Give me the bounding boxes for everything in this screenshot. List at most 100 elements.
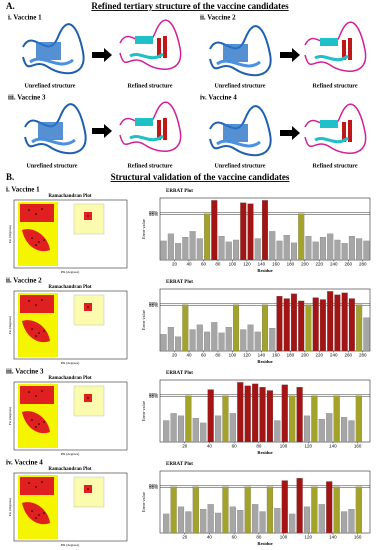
x-tick-label: 140	[329, 535, 337, 540]
bar	[326, 481, 333, 534]
x-axis-label: Residue	[257, 541, 272, 546]
x-tick-label: 40	[186, 353, 192, 358]
y-axis-label: Error value	[141, 492, 146, 512]
bar	[185, 511, 192, 534]
caption: Refined structure	[312, 83, 357, 89]
bar	[348, 509, 355, 534]
y-axis-label: Error value	[141, 310, 146, 330]
x-tick-label: 120	[243, 262, 251, 267]
bar	[303, 506, 311, 534]
ramachandran-plot	[13, 290, 128, 360]
x-tick-label: 40	[207, 444, 213, 449]
vaccine-label: iii. Vaccine 3	[8, 94, 46, 102]
bar	[192, 486, 199, 534]
x-tick-label: 180	[287, 353, 295, 358]
bar	[289, 395, 296, 443]
protein-image	[118, 18, 183, 71]
x-tick-label: 240	[330, 262, 338, 267]
bar	[189, 231, 196, 261]
arrow	[92, 48, 112, 62]
bar	[233, 239, 240, 261]
bar	[276, 240, 283, 261]
x-tick-label: 220	[316, 262, 324, 267]
bar	[237, 510, 244, 534]
x-tick-label: 20	[172, 353, 178, 358]
bar	[334, 239, 341, 261]
ramachandran-plot	[13, 472, 128, 542]
x-tick-label: 260	[345, 262, 353, 267]
caption: Refined structure	[312, 163, 357, 169]
bar	[229, 506, 236, 534]
bar	[327, 291, 334, 352]
bar	[244, 486, 251, 534]
bar	[333, 486, 340, 534]
caption: Unrefined structure	[25, 83, 76, 89]
x-tick-label: 140	[258, 353, 266, 358]
bar	[207, 389, 214, 443]
bar	[254, 238, 261, 261]
bar	[319, 299, 326, 352]
x-tick-label: 180	[287, 262, 295, 267]
bar	[348, 420, 355, 443]
vaccine-label: ii. Vaccine 2	[200, 14, 236, 22]
bar	[160, 240, 167, 261]
bar	[319, 237, 326, 261]
bar	[311, 486, 318, 534]
panel-title: Structural validation of the vaccine can…	[111, 172, 290, 182]
x-tick-label: 280	[359, 262, 367, 267]
bar	[185, 395, 192, 443]
row-label: i. Vaccine 1	[6, 186, 40, 194]
bar	[296, 478, 303, 534]
x-tick-label: 120	[243, 353, 251, 358]
bar	[327, 233, 334, 261]
bar	[340, 511, 348, 534]
bar	[175, 336, 182, 352]
bar	[283, 298, 290, 352]
protein-image	[208, 104, 273, 157]
bar	[167, 233, 174, 261]
bar	[225, 327, 232, 352]
bar	[269, 328, 276, 352]
x-tick-label: 20	[182, 535, 188, 540]
bar	[207, 504, 214, 534]
axis-label: Phi (degrees)	[61, 543, 80, 547]
x-tick-label: 80	[215, 353, 221, 358]
bar	[274, 420, 281, 443]
bar	[167, 327, 174, 352]
x-tick-label: 120	[304, 535, 312, 540]
bar	[262, 304, 268, 352]
bar	[298, 300, 305, 352]
x-tick-label: 40	[186, 262, 192, 267]
bar	[266, 390, 274, 443]
x-tick-label: 160	[354, 535, 362, 540]
bar	[266, 486, 274, 534]
x-tick-label: 60	[232, 444, 238, 449]
bar	[189, 329, 196, 352]
x-tick-label: 60	[201, 262, 207, 267]
bar	[290, 293, 297, 352]
y-tick-label: 95%	[149, 212, 158, 217]
x-tick-label: 220	[316, 353, 324, 358]
bar	[170, 413, 177, 443]
bar	[218, 332, 225, 352]
arrow	[280, 48, 300, 62]
panel-label: A.	[6, 1, 15, 11]
bar	[340, 417, 348, 443]
bar	[348, 298, 355, 352]
arrow	[280, 126, 300, 140]
axis-label: Phi (degrees)	[61, 270, 80, 274]
ramachandran-plot	[13, 199, 128, 269]
bar	[204, 331, 211, 352]
x-tick-label: 200	[301, 353, 309, 358]
bar	[247, 324, 254, 352]
bar	[305, 236, 312, 261]
x-tick-label: 100	[280, 444, 288, 449]
axis-label: Psi (degrees)	[8, 497, 12, 516]
bar	[341, 243, 348, 261]
bar	[318, 504, 325, 534]
bar	[326, 413, 333, 443]
bar	[355, 395, 362, 443]
bar	[281, 480, 288, 534]
row-label: iv. Vaccine 4	[6, 459, 43, 467]
bar	[363, 317, 370, 352]
